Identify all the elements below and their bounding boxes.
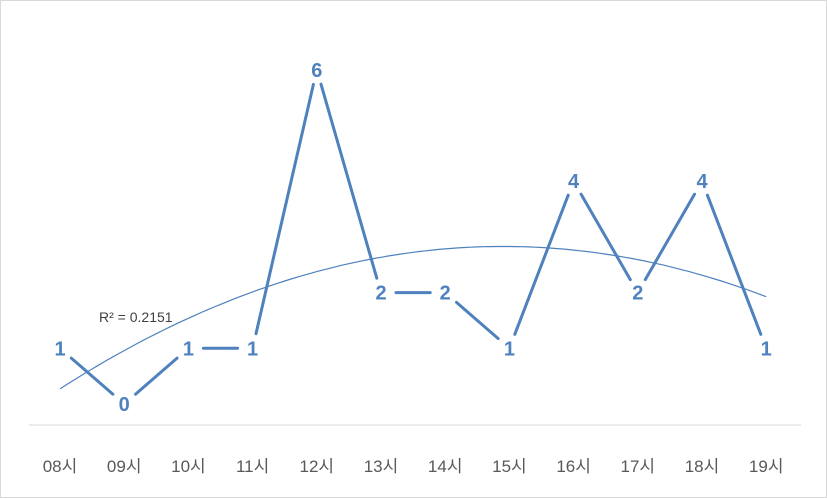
x-tick-label-4: 11시 bbox=[236, 457, 269, 476]
trendline bbox=[59, 245, 767, 390]
series-segment-11 bbox=[705, 193, 763, 336]
data-label-19시: 1 bbox=[761, 338, 772, 360]
series-group bbox=[69, 82, 763, 396]
series-segment-8 bbox=[513, 193, 570, 336]
x-tick-label-10: 17시 bbox=[621, 457, 656, 476]
data-label-16시: 4 bbox=[568, 171, 580, 193]
data-label-15시: 1 bbox=[504, 338, 515, 360]
x-tick-label-1: 08시 bbox=[43, 457, 78, 476]
x-tick-label-6: 13시 bbox=[364, 457, 399, 476]
data-label-08시: 1 bbox=[54, 338, 65, 360]
series-segment-2 bbox=[134, 356, 179, 396]
x-tick-label-2: 09시 bbox=[107, 457, 142, 476]
series-segment-9 bbox=[579, 192, 632, 282]
x-tick-label-9: 16시 bbox=[556, 457, 591, 476]
series-segment-5 bbox=[319, 82, 379, 280]
series-segment-4 bbox=[254, 82, 315, 336]
trendline-group bbox=[59, 245, 767, 390]
data-label-09시: 0 bbox=[119, 394, 130, 416]
x-tick-label-5: 12시 bbox=[300, 457, 335, 476]
x-tick-label-8: 15시 bbox=[492, 457, 527, 476]
x-tick-label-7: 14시 bbox=[428, 457, 463, 476]
data-label-14시: 2 bbox=[440, 283, 451, 305]
x-tick-label-3: 10시 bbox=[171, 457, 206, 476]
series-segment-10 bbox=[643, 192, 696, 282]
series-segment-1 bbox=[69, 356, 115, 396]
data-label-11시: 1 bbox=[247, 338, 258, 360]
data-label-13시: 2 bbox=[375, 283, 386, 305]
trendline-r2-label: R² = 0.2151 bbox=[99, 309, 173, 325]
x-tick-group: 08시 09시 10시 11시 12시 13시 14시 15시 16시 17시 18시 19시 bbox=[43, 457, 784, 476]
data-label-group: 1 0 1 1 6 2 2 1 4 2 4 1 bbox=[54, 60, 771, 416]
data-label-18시: 4 bbox=[696, 171, 708, 193]
data-label-10시: 1 bbox=[183, 338, 194, 360]
x-tick-label-11: 18시 bbox=[685, 457, 720, 476]
x-tick-label-12: 19시 bbox=[749, 457, 784, 476]
data-label-12시: 6 bbox=[311, 60, 322, 82]
series-segment-7 bbox=[455, 300, 500, 340]
data-label-17시: 2 bbox=[632, 283, 643, 305]
